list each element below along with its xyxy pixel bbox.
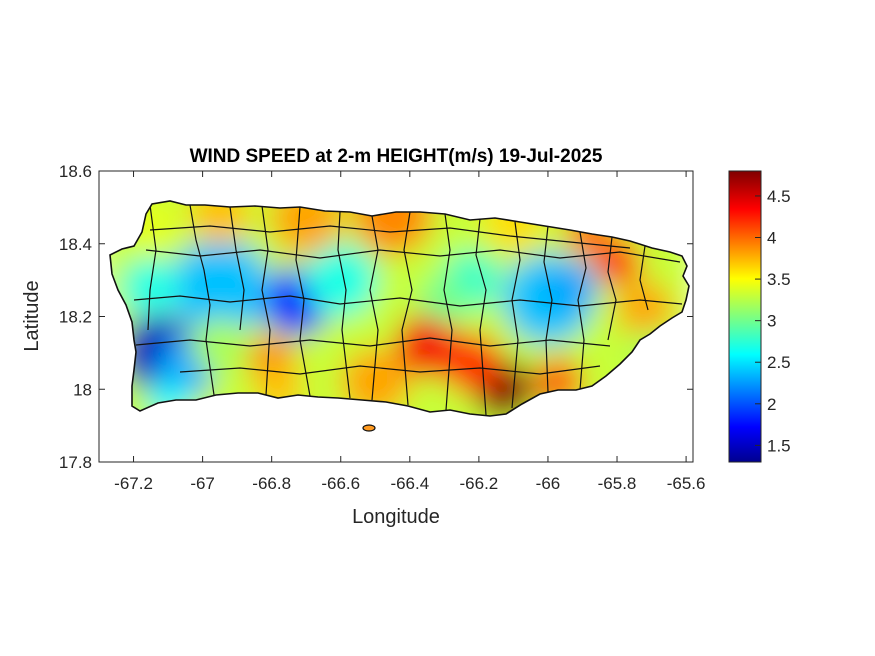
y-axis-label: Latitude — [21, 280, 43, 351]
x-tick-label: -66.6 — [321, 474, 360, 493]
y-tick-label: 17.8 — [59, 453, 92, 472]
colorbar-tick-label: 1.5 — [767, 436, 791, 455]
colorbar-tick-label: 3.5 — [767, 270, 791, 289]
caja-de-muertos-islet — [362, 424, 376, 432]
wind-speed-field — [110, 201, 689, 416]
colorbar-ticks: 1.5 2 2.5 3 3.5 4 4.5 — [755, 187, 791, 455]
y-tick-label: 18 — [73, 380, 92, 399]
colorbar-tick-label: 3 — [767, 312, 776, 331]
x-tick-label: -66.4 — [390, 474, 429, 493]
colorbar-tick-label: 4.5 — [767, 187, 791, 206]
colorbar — [728, 170, 762, 463]
y-tick-label: 18.4 — [59, 235, 92, 254]
municipality-boundaries — [133, 204, 683, 416]
x-tick-label: -66.2 — [460, 474, 499, 493]
y-tick-label: 18.2 — [59, 308, 92, 327]
x-tick-label: -65.6 — [667, 474, 706, 493]
x-tick-label: -66.8 — [252, 474, 291, 493]
x-tick-label: -67.2 — [114, 474, 153, 493]
island-coastline — [109, 200, 690, 417]
x-tick-label: -66 — [536, 474, 561, 493]
x-tick-label: -65.8 — [598, 474, 637, 493]
colorbar-tick-label: 4 — [767, 229, 776, 248]
colorbar-tick-label: 2 — [767, 395, 776, 414]
chart-title: WIND SPEED at 2-m HEIGHT(m/s) 19-Jul-202… — [190, 146, 603, 167]
x-tick-label: -67 — [190, 474, 215, 493]
x-axis: -67.2 -67 -66.8 -66.6 -66.4 -66.2 -66 -65.8 -65.… — [114, 171, 705, 493]
x-axis-label: Longitude — [352, 506, 440, 528]
y-axis: 17.8 18 18.2 18.4 18.6 — [59, 162, 693, 472]
colorbar-tick-label: 2.5 — [767, 353, 791, 372]
y-tick-label: 18.6 — [59, 162, 92, 181]
